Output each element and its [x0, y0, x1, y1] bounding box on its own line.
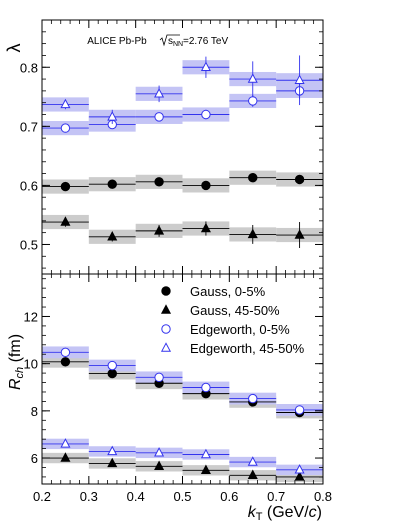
- lambda-point: [248, 173, 258, 183]
- lambda-point: [248, 96, 258, 106]
- lambda-point: [107, 231, 118, 241]
- lambda-point: [154, 177, 164, 187]
- radius-xtick-label: 0.8: [314, 489, 332, 504]
- experiment-label: ALICE Pb-Pb: [87, 36, 147, 47]
- energy-symbol: sNN: [168, 36, 183, 48]
- radius-point: [107, 368, 117, 379]
- radius-point: [60, 347, 71, 358]
- lambda-panel: 0.5 0.6 0.7 0.8 λ ALICE Pb-Pb sNN =2.76 TeV: [4, 19, 324, 275]
- radius-ytick-label: 10: [24, 357, 38, 372]
- radius-point: [107, 360, 117, 371]
- lambda-ytick-label: 0.5: [20, 237, 38, 252]
- lambda-point: [60, 216, 71, 226]
- legend: Gauss, 0-5% Gauss, 45-50% Edgeworth, 0-5% E…: [160, 284, 305, 356]
- radius-xtick-label: 0.3: [80, 489, 98, 504]
- lambda-point: [294, 174, 305, 185]
- radius-xtick-label: 0.4: [127, 489, 145, 504]
- radius-point: [247, 469, 258, 479]
- legend-marker: [161, 324, 171, 334]
- lambda-ytick-label: 0.7: [20, 119, 38, 134]
- lambda-point: [60, 181, 71, 192]
- lambda-point: [154, 112, 164, 122]
- lambda-ytick-label: 0.6: [20, 178, 38, 193]
- radius-ytick-label: 6: [31, 451, 38, 466]
- radius-point: [247, 456, 258, 466]
- experiment-annotation: ALICE Pb-Pb sNN =2.76 TeV: [87, 34, 228, 48]
- lambda-point: [247, 73, 258, 83]
- radius-xtick-label: 0.2: [33, 489, 51, 504]
- radius-point: [60, 452, 71, 462]
- legend-marker: [160, 304, 172, 314]
- radius-point: [107, 457, 118, 468]
- lambda-point: [201, 109, 211, 120]
- radius-point: [294, 405, 305, 415]
- lambda-point: [154, 225, 165, 235]
- lambda-point: [294, 229, 305, 239]
- radius-xtick-label: 0.7: [267, 489, 285, 504]
- radius-point: [154, 460, 165, 471]
- radius-point: [107, 445, 118, 456]
- legend-label: Edgeworth, 45-50%: [190, 341, 305, 356]
- legend-label: Gauss, 45-50%: [190, 303, 280, 318]
- kt-axis-label: kT (GeV/c): [248, 504, 322, 523]
- legend-marker: [161, 286, 171, 296]
- radius-point: [200, 448, 211, 459]
- legend-label: Gauss, 0-5%: [190, 284, 266, 299]
- energy-value: =2.76 TeV: [183, 36, 228, 47]
- lambda-point: [200, 222, 211, 233]
- radius-ytick-label: 12: [24, 309, 38, 324]
- radius-point: [294, 464, 305, 474]
- radius-point: [154, 372, 164, 383]
- radius-point: [60, 357, 71, 367]
- lambda-point: [60, 98, 71, 109]
- lambda-point: [200, 61, 211, 71]
- lambda-point: [294, 74, 305, 84]
- radius-ytick-label: 8: [31, 404, 38, 419]
- radius-point: [294, 471, 305, 481]
- lambda-axis-label: λ: [4, 44, 24, 53]
- lambda-ytick-label: 0.8: [20, 60, 38, 75]
- lambda-point: [247, 228, 258, 239]
- radius-point: [201, 382, 211, 393]
- radius-point: [248, 393, 258, 404]
- lambda-point: [154, 88, 165, 98]
- sqrt-sign-icon: [159, 34, 180, 47]
- lambda-point: [107, 111, 118, 121]
- radius-point: [60, 438, 71, 448]
- lambda-point: [107, 179, 117, 189]
- lambda-point: [201, 180, 211, 191]
- radius-point: [200, 464, 211, 475]
- radius-xtick-label: 0.5: [173, 489, 191, 504]
- legend-label: Edgeworth, 0-5%: [190, 322, 290, 337]
- radius-xtick-label: 0.6: [220, 489, 238, 504]
- radius-axis-label: Rch (fm): [7, 334, 26, 390]
- radius-point: [154, 447, 165, 457]
- lambda-point: [60, 123, 71, 133]
- legend-marker: [160, 342, 172, 352]
